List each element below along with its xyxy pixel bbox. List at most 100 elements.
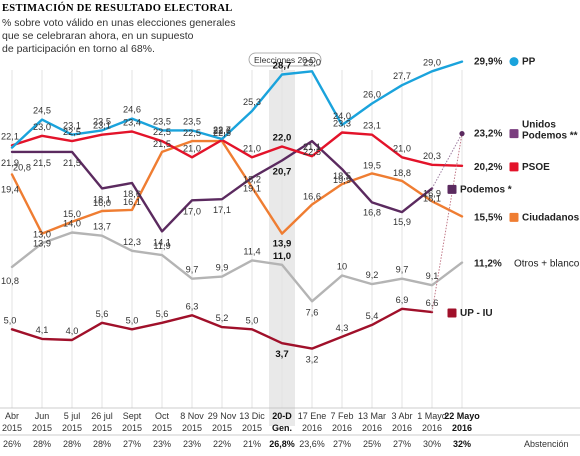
data-label-up-iu: 6,9: [396, 295, 409, 305]
x-tick-label: Abr: [5, 411, 19, 421]
ciudadanos-final-value: 15,5%: [474, 212, 502, 223]
abstention-value: 26,8%: [269, 439, 295, 449]
x-tick-label: 3 Abr: [391, 411, 412, 421]
iu-logo-icon: [447, 308, 457, 318]
series-line-up-iu: [10, 307, 434, 350]
data-label-psoe: 23,4: [123, 117, 141, 127]
abstention-value: 32%: [453, 439, 471, 449]
data-label-pp: 23,5: [153, 116, 171, 126]
data-label-ciudadanos: 18,8: [393, 168, 411, 178]
data-label-ciudadanos: 16,1: [123, 197, 141, 207]
data-label-ciudadanos: 18,5: [333, 171, 351, 181]
x-axis: Abr 2015 Jun 2015 5 jul 2015 26 jul 2015 Sept 201…: [2, 411, 480, 433]
x-tick-year: 2015: [242, 423, 262, 433]
data-label-otros-blanco: 14,0: [63, 219, 81, 229]
subtitle-line-1: % sobre voto válido en unas elecciones g…: [2, 17, 235, 29]
data-label-pp: 23,5: [183, 116, 201, 126]
x-tick-year: 2015: [152, 423, 172, 433]
chart-title: ESTIMACIÓN DE RESULTADO ELECTORAL: [2, 2, 233, 14]
data-label-up-iu: 5,6: [96, 309, 109, 319]
ciudadanos-name: Ciudadanos: [522, 212, 580, 223]
abstention-row: 26% 28% 28% 28% 27% 23% 23% 22% 21% 26,8% 23,6% 27%…: [3, 439, 569, 449]
data-label-up-iu: 4,1: [36, 325, 49, 335]
data-label-ciudadanos: 13,9: [33, 239, 51, 249]
otros-final-value: 11,2%: [474, 259, 502, 270]
unidos-name-line2: Podemos **: [522, 131, 578, 142]
ciudadanos-logo-icon: [509, 212, 519, 222]
data-label-otros-blanco: 9,7: [186, 265, 199, 275]
abstention-value: 27%: [123, 439, 141, 449]
x-tick-label: Sept: [123, 411, 142, 421]
x-tick-year: 2016: [392, 423, 412, 433]
x-tick-year: 2016: [332, 423, 352, 433]
data-label-psoe: 22,6: [213, 126, 231, 136]
data-label-otros-blanco: 11,9: [153, 241, 170, 251]
x-tick-year: 2015: [2, 423, 22, 433]
data-label-up-iu: 3,2: [306, 355, 319, 365]
abstention-value: 25%: [363, 439, 381, 449]
data-labels: 24,523,1 23,524,623,5 23,522,725,328,7 29,0…: [1, 57, 441, 364]
x-tick-year: 2015: [182, 423, 202, 433]
psoe-logo-icon: [509, 162, 519, 172]
data-label-podemos: 19,1: [243, 184, 261, 194]
data-label-psoe: 21,0: [183, 143, 201, 153]
x-tick-year: 2016: [422, 423, 442, 433]
data-label-otros-blanco: 11,4: [243, 246, 260, 256]
data-label-ciudadanos: 19,4: [1, 184, 19, 194]
x-tick-year: 2015: [62, 423, 82, 433]
abstention-value: 28%: [93, 439, 111, 449]
data-label-up-iu: 5,0: [246, 315, 259, 325]
data-label-pp: 29,0: [303, 57, 321, 67]
data-label-psoe: 21,1: [303, 142, 321, 152]
data-label-psoe: 22,0: [273, 133, 292, 144]
data-label-ciudadanos: 22,5: [213, 128, 231, 138]
x-tick-label: Oct: [155, 411, 170, 421]
data-label-podemos: 18,1: [93, 194, 111, 204]
data-label-ciudadanos: 16,0: [93, 198, 111, 208]
abstention-value: 27%: [393, 439, 411, 449]
abstention-value: 26%: [3, 439, 21, 449]
abstention-label: Abstención: [524, 439, 569, 449]
data-label-otros-blanco: 7,6: [306, 307, 319, 317]
data-label-ciudadanos: 15,0: [63, 209, 81, 219]
data-label-ciudadanos: 16,9: [423, 188, 441, 198]
data-label-up-iu: 5,2: [216, 313, 229, 323]
series-line-pp: [10, 60, 464, 149]
pp-final-value: 29,9%: [474, 57, 502, 68]
x-tick-label: Jun: [35, 411, 50, 421]
data-label-up-iu: 4,0: [66, 326, 79, 336]
election-annotation-box: [248, 52, 322, 67]
data-label-ciudadanos: 13,9: [273, 239, 292, 250]
data-label-podemos: 14,1: [153, 237, 171, 247]
x-tick-label: 17 Ene: [298, 411, 327, 421]
x-tick-label: 22 Mayo: [444, 411, 480, 421]
data-label-pp: 23,1: [63, 121, 81, 131]
data-label-pp: 24,6: [123, 105, 141, 115]
data-label-podemos: 22,5: [303, 147, 321, 157]
data-label-podemos: 21,9: [1, 158, 19, 168]
data-label-otros-blanco: 13,0: [33, 229, 51, 239]
x-tick-year: 2015: [92, 423, 112, 433]
psoe-name: PSOE: [522, 162, 550, 173]
podemos-to-unidos-connector: [431, 133, 463, 189]
data-label-ciudadanos: 16,6: [303, 192, 321, 202]
data-label-up-iu: 3,7: [275, 349, 288, 360]
iu-to-unidos-connector: [431, 133, 463, 313]
chart-grid: Elecciones 20-D: [0, 52, 580, 436]
data-label-otros-blanco: 11,0: [273, 251, 291, 262]
unidos-podemos-point: [459, 131, 465, 137]
data-label-ciudadanos: 18,2: [243, 174, 261, 184]
election-annotation: Elecciones 20-D: [254, 55, 316, 65]
data-label-psoe: 22,1: [1, 131, 19, 141]
data-label-otros-blanco: 12,3: [123, 237, 141, 247]
x-tick-year: 2016: [302, 423, 322, 433]
data-label-otros-blanco: 9,7: [396, 265, 409, 275]
data-label-podemos: 21,5: [63, 158, 81, 168]
x-tick-year: 2015: [122, 423, 142, 433]
data-label-otros-blanco: 9,1: [426, 271, 439, 281]
abstention-value: 23%: [153, 439, 171, 449]
unidos-podemos-logo-icon: [509, 129, 519, 139]
abstention-value: 27%: [333, 439, 351, 449]
